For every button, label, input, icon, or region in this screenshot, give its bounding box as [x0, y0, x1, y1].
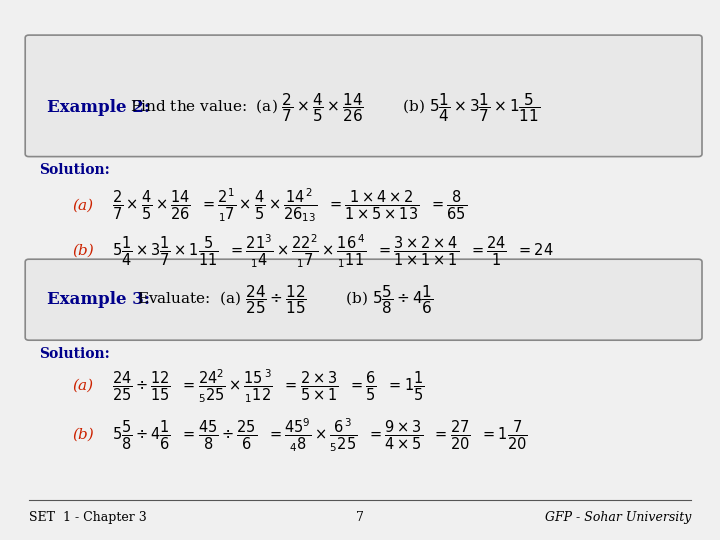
- Text: Example 2:: Example 2:: [47, 99, 150, 117]
- Text: Find the value:  (a) $\dfrac{2}{7}\times\dfrac{4}{5}\times\dfrac{14}{26}$       : Find the value: (a) $\dfrac{2}{7}\times\…: [130, 92, 540, 124]
- Text: Evaluate:  (a) $\dfrac{24}{25}\div\dfrac{12}{15}$        (b) $5\dfrac{5}{8}\div : Evaluate: (a) $\dfrac{24}{25}\div\dfrac{…: [137, 284, 433, 316]
- Text: Example 3:: Example 3:: [47, 291, 150, 308]
- FancyBboxPatch shape: [25, 259, 702, 340]
- Text: $\dfrac{2}{7}\times\dfrac{4}{5}\times\dfrac{14}{26}$  $= \dfrac{2^1}{{}_{1}7}\ti: $\dfrac{2}{7}\times\dfrac{4}{5}\times\df…: [112, 186, 467, 224]
- Text: $5\dfrac{5}{8}\div 4\dfrac{1}{6}$  $= \dfrac{45}{8}\div\dfrac{25}{6}$  $= \dfrac: $5\dfrac{5}{8}\div 4\dfrac{1}{6}$ $= \df…: [112, 416, 527, 454]
- Text: (a): (a): [72, 198, 93, 212]
- Text: Solution:: Solution:: [40, 347, 110, 361]
- Text: SET  1 - Chapter 3: SET 1 - Chapter 3: [29, 511, 147, 524]
- Text: (b): (b): [72, 428, 94, 442]
- Text: Solution:: Solution:: [40, 163, 110, 177]
- Text: $5\dfrac{1}{4}\times 3\dfrac{1}{7}\times 1\dfrac{5}{11}$  $= \dfrac{21^3}{{}_{1}: $5\dfrac{1}{4}\times 3\dfrac{1}{7}\times…: [112, 232, 553, 270]
- FancyBboxPatch shape: [25, 35, 702, 157]
- Text: (a): (a): [72, 379, 93, 393]
- Text: (b): (b): [72, 244, 94, 258]
- Text: GFP - Sohar University: GFP - Sohar University: [545, 511, 691, 524]
- Text: $\dfrac{24}{25}\div\dfrac{12}{15}$  $= \dfrac{24^2}{{}_{5}25}\times\dfrac{15^{\,: $\dfrac{24}{25}\div\dfrac{12}{15}$ $= \d…: [112, 367, 424, 405]
- Text: 7: 7: [356, 511, 364, 524]
